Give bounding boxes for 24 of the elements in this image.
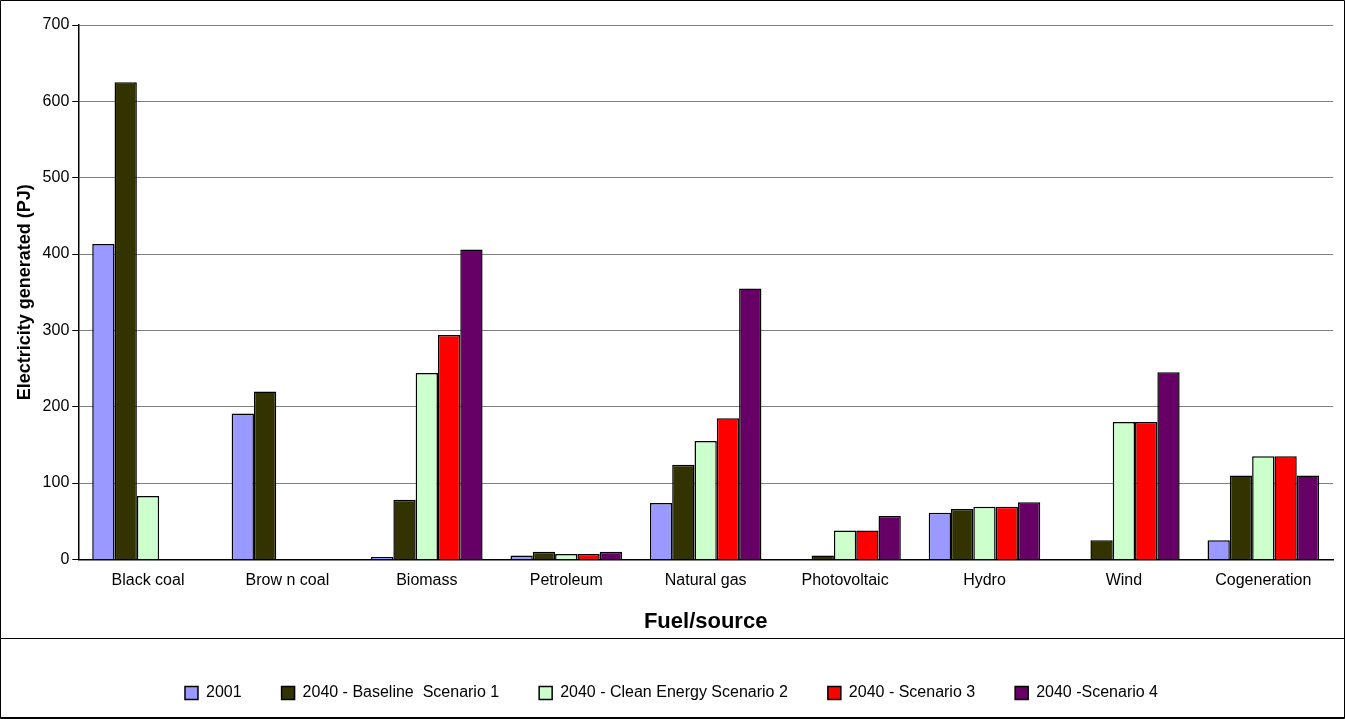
x-tick-label: Black coal xyxy=(111,571,185,589)
y-tick-label: 100 xyxy=(42,473,70,491)
legend-label: 2001 xyxy=(205,683,242,701)
y-tick-label: 700 xyxy=(42,15,70,33)
legend-label: 2040 - Baseline Scenario 1 xyxy=(302,683,500,701)
x-tick-label: Photovoltaic xyxy=(801,571,889,589)
y-tick-label: 0 xyxy=(60,549,70,567)
x-axis-title: Fuel/source xyxy=(643,607,768,633)
y-tick-label: 600 xyxy=(42,91,70,109)
legend-label: 2040 - Scenario 3 xyxy=(848,683,976,701)
y-tick-label: 200 xyxy=(42,397,70,415)
legend-label: 2040 - Clean Energy Scenario 2 xyxy=(560,683,788,701)
x-tick-label: Brow n coal xyxy=(245,571,330,589)
y-tick-label: 300 xyxy=(42,320,70,338)
x-tick-label: Wind xyxy=(1105,571,1143,589)
y-tick-label: 400 xyxy=(42,244,70,262)
x-tick-label: Petroleum xyxy=(529,571,603,589)
x-tick-label: Hydro xyxy=(963,571,1006,589)
x-tick-label: Cogeneration xyxy=(1215,571,1312,589)
legend-label: 2040 -Scenario 4 xyxy=(1036,683,1159,701)
y-tick-label: 500 xyxy=(42,168,70,186)
x-tick-label: Natural gas xyxy=(664,571,747,589)
y-axis-title: Electricity generated (PJ) xyxy=(13,184,34,401)
x-tick-label: Biomass xyxy=(396,571,458,589)
